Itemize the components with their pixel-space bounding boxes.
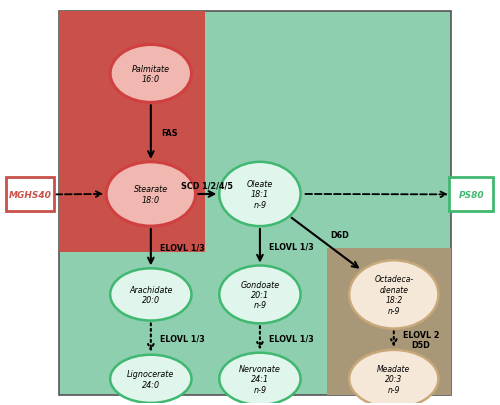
Text: ELOVL 2
D5D: ELOVL 2 D5D [402, 330, 439, 349]
Text: Nervonate
24:1
n-9: Nervonate 24:1 n-9 [239, 364, 281, 394]
Bar [59, 12, 451, 395]
Text: Lignocerate
24:0: Lignocerate 24:0 [127, 369, 174, 388]
Text: ELOVL 1/3: ELOVL 1/3 [160, 243, 204, 252]
FancyBboxPatch shape [6, 178, 54, 212]
Text: D6D: D6D [330, 230, 349, 239]
Text: MGHS40: MGHS40 [8, 190, 52, 199]
Text: Oleate
18:1
n-9: Oleate 18:1 n-9 [247, 180, 273, 209]
Ellipse shape [349, 261, 438, 329]
Text: Gondoate
20:1
n-9: Gondoate 20:1 n-9 [240, 280, 280, 309]
Ellipse shape [110, 45, 192, 103]
FancyBboxPatch shape [450, 178, 493, 212]
Text: Stearate
18:0: Stearate 18:0 [134, 185, 168, 204]
Text: Octadeca-
dienate
18:2
n-9: Octadeca- dienate 18:2 n-9 [374, 275, 414, 315]
Ellipse shape [110, 269, 192, 321]
Ellipse shape [220, 353, 300, 405]
Ellipse shape [220, 266, 300, 324]
Text: Meadate
20:3
n-9: Meadate 20:3 n-9 [377, 364, 410, 394]
Text: ELOVL 1/3: ELOVL 1/3 [269, 242, 314, 251]
Text: ELOVL 1/3: ELOVL 1/3 [269, 334, 314, 343]
Text: SCD 1/2/4/5: SCD 1/2/4/5 [182, 181, 234, 190]
Text: Palmitate
16:0: Palmitate 16:0 [132, 64, 170, 84]
Text: ELOVL 1/3: ELOVL 1/3 [160, 333, 204, 342]
Text: FAS: FAS [162, 128, 178, 137]
Ellipse shape [106, 162, 196, 226]
Bar [59, 12, 206, 253]
Text: Arachidate
20:0: Arachidate 20:0 [129, 285, 172, 305]
Bar [327, 249, 451, 395]
Ellipse shape [349, 350, 438, 405]
Ellipse shape [110, 355, 192, 403]
Text: PS80: PS80 [458, 190, 484, 199]
Ellipse shape [220, 162, 300, 226]
